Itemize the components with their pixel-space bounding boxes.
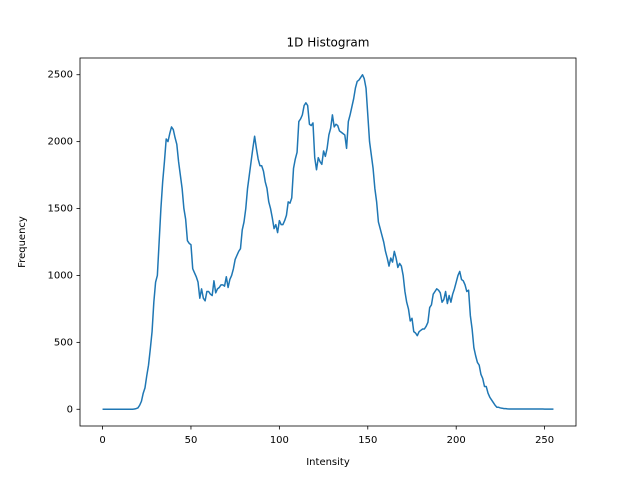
- y-tick-label: 2000: [48, 137, 73, 148]
- x-tick-label: 50: [185, 435, 198, 446]
- y-tick-label: 1500: [48, 204, 73, 215]
- x-tick-label: 100: [270, 435, 289, 446]
- y-axis-label: Frequency: [17, 216, 28, 268]
- x-tick-label: 250: [535, 435, 554, 446]
- y-tick-label: 0: [67, 404, 73, 415]
- data-line: [102, 73, 554, 411]
- y-tick-label: 1000: [48, 270, 73, 281]
- x-tick-label: 150: [358, 435, 377, 446]
- y-tick-label: 2500: [48, 70, 73, 81]
- plot-frame: [79, 57, 577, 427]
- x-axis-label: Intensity: [306, 457, 350, 468]
- y-tick-label: 500: [54, 337, 73, 348]
- x-tick-label: 0: [99, 435, 105, 446]
- x-tick-label: 200: [447, 435, 466, 446]
- chart-title: 1D Histogram: [287, 36, 370, 50]
